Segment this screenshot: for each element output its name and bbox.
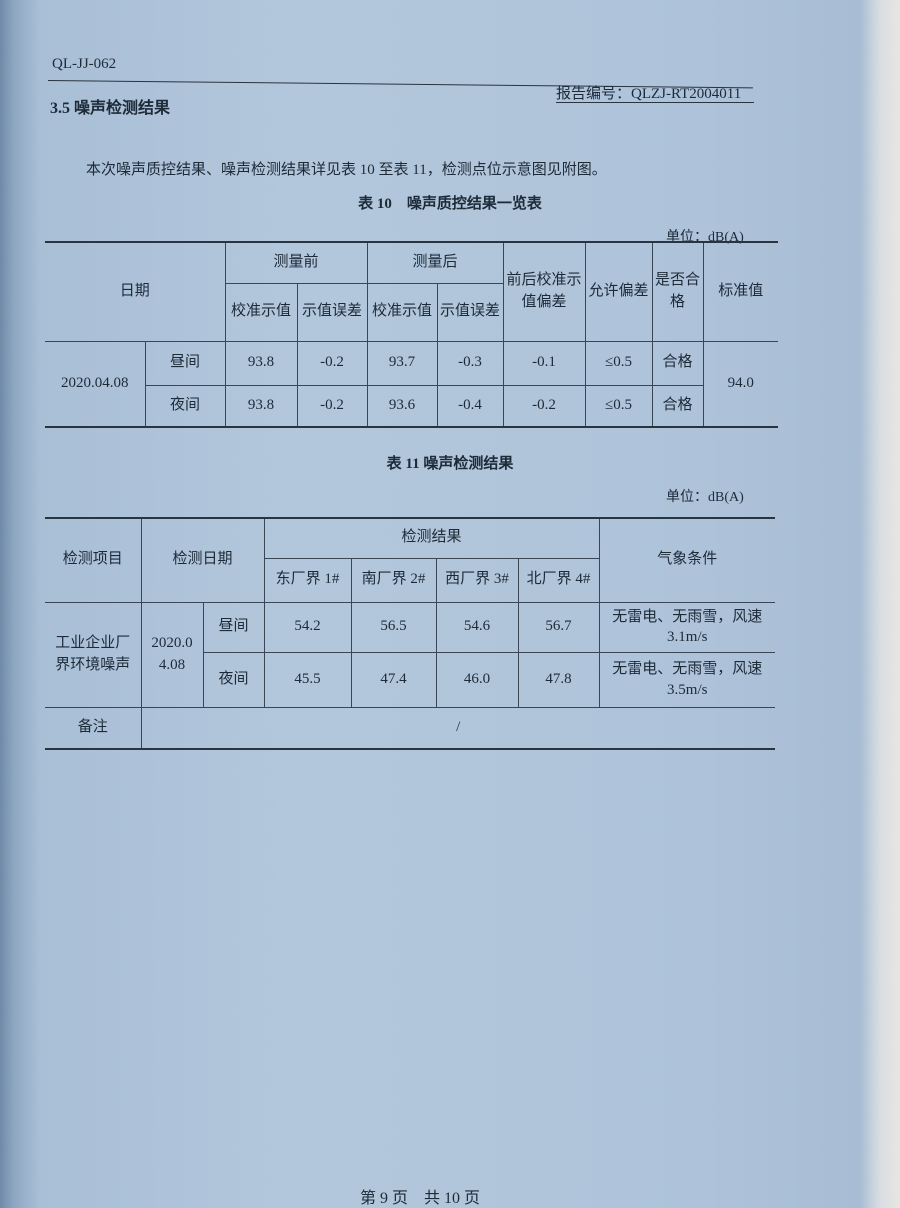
header-result: 检测结果: [263, 517, 600, 559]
standard-value-cell: 94.0: [702, 340, 778, 428]
table10-caption: 表 10 噪声质控结果一览表: [358, 196, 542, 212]
cell: 46.0: [435, 651, 519, 708]
table-row: 2020.04.08 昼间 93.8 -0.2 93.7 -0.3 -0.1 ≤…: [45, 340, 778, 428]
header-after: 测量后: [366, 241, 504, 284]
table11-unit: 单位：dB(A): [666, 490, 744, 505]
remark-label: 备注: [45, 706, 142, 750]
cell: -0.4: [436, 384, 504, 428]
header-before: 测量前: [224, 241, 368, 284]
cell: 合格: [651, 340, 704, 386]
cell: -0.2: [296, 384, 368, 428]
cell: ≤0.5: [584, 384, 653, 428]
table-row: 夜间 45.5 47.4 46.0 47.8 无雷电、无雨雪，风速3.5m/s: [45, 651, 775, 708]
header-date: 检测日期: [140, 517, 265, 603]
date-cell: 2020.04.08: [140, 601, 204, 708]
item-cell: 工业企业厂界环境噪声: [45, 601, 142, 708]
cell: 56.7: [517, 601, 600, 653]
intro-paragraph: 本次噪声质控结果、噪声检测结果详见表 10 至表 11，检测点位示意图见附图。: [86, 162, 607, 178]
header-standard: 标准值: [702, 241, 778, 342]
header-cal-before: 校准示值: [225, 282, 298, 342]
cell: 54.2: [263, 601, 352, 653]
cell: 93.7: [366, 340, 438, 386]
table10: 日期 测量前 测量后 前后校准示值偏差 允许偏差 是否合格 标准值 校准示值 示…: [45, 241, 778, 428]
cell: 93.8: [224, 340, 298, 386]
table-row: 工业企业厂界环境噪声 2020.04.08 昼间 54.2 56.5 54.6 …: [45, 601, 775, 708]
page-footer: 第 9 页 共 10 页: [360, 1190, 481, 1207]
cell: 47.4: [350, 651, 437, 708]
header-point: 南厂界 2#: [350, 557, 437, 603]
header-point: 北厂界 4#: [517, 557, 599, 603]
section-title: 3.5 噪声检测结果: [50, 100, 171, 117]
table11-caption: 表 11 噪声检测结果: [386, 456, 514, 472]
table11: 检测项目 检测日期 检测结果 气象条件 东厂界 1# 南厂界 2# 西厂界 3#…: [45, 517, 775, 750]
period-cell: 夜间: [203, 651, 265, 708]
header-point: 西厂界 3#: [435, 557, 519, 603]
header-cal-after: 校准示值: [366, 282, 438, 342]
report-number: 报告编号：QLZJ-RT2004011: [556, 86, 742, 102]
date-cell: 2020.04.08: [45, 340, 146, 428]
cell: -0.2: [502, 384, 586, 428]
weather-cell: 无雷电、无雨雪，风速3.1m/s: [598, 601, 775, 653]
cell: -0.1: [502, 340, 586, 386]
cell: 93.8: [224, 384, 298, 428]
table-row: 备注 /: [45, 706, 775, 750]
header-date: 日期: [45, 241, 226, 342]
header-point: 东厂界 1#: [264, 557, 352, 603]
cell: 45.5: [263, 651, 352, 708]
period-cell: 昼间: [144, 340, 226, 386]
period-cell: 夜间: [145, 384, 226, 428]
remark-cell: /: [140, 706, 775, 750]
header-err-before: 示值误差: [296, 282, 368, 342]
cell: 合格: [651, 384, 703, 428]
header-pass: 是否合格: [651, 241, 704, 342]
header-diff: 前后校准示值偏差: [502, 241, 586, 342]
cell: 93.6: [366, 384, 438, 428]
header-allowed: 允许偏差: [584, 241, 653, 342]
weather-cell: 无雷电、无雨雪，风速3.5m/s: [598, 651, 775, 708]
cell: 47.8: [517, 651, 600, 708]
header-weather: 气象条件: [598, 517, 775, 603]
header-item: 检测项目: [45, 517, 142, 603]
cell: -0.3: [436, 340, 504, 386]
cell: 54.6: [435, 601, 519, 653]
period-cell: 昼间: [202, 601, 265, 653]
header-err-after: 示值误差: [436, 282, 503, 342]
report-number-underline: [556, 102, 754, 103]
table-row: 夜间 93.8 -0.2 93.6 -0.4 -0.2 ≤0.5 合格: [45, 384, 778, 428]
cell: 56.5: [350, 601, 437, 653]
document-code: QL-JJ-062: [52, 56, 117, 72]
cell: -0.2: [296, 340, 368, 386]
cell: ≤0.5: [584, 340, 653, 386]
